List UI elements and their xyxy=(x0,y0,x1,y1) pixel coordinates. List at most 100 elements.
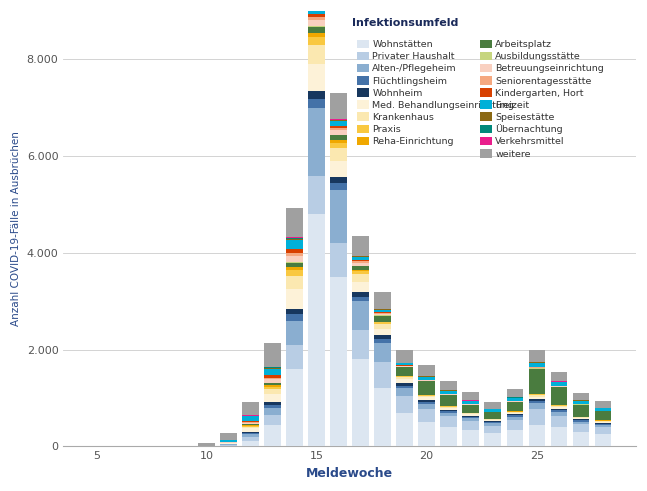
Bar xyxy=(264,389,281,394)
Bar xyxy=(353,266,369,270)
Bar xyxy=(485,420,501,421)
Bar xyxy=(551,408,567,409)
Bar xyxy=(286,289,303,309)
Bar xyxy=(264,369,281,375)
Legend: Arbeitsplatz, Ausbildungsstätte, Betreuungseinrichtung, Seniorentagesstätte, Kin: Arbeitsplatz, Ausbildungsstätte, Betreuu… xyxy=(480,40,604,159)
Bar xyxy=(419,395,435,396)
Bar xyxy=(573,405,589,417)
Bar xyxy=(308,3,325,4)
Bar xyxy=(419,377,435,380)
Bar xyxy=(419,402,435,404)
Bar xyxy=(419,380,435,381)
Bar xyxy=(242,421,259,422)
Bar xyxy=(242,427,259,428)
Bar xyxy=(551,372,567,381)
Bar xyxy=(264,343,281,367)
Bar xyxy=(331,277,347,446)
Bar xyxy=(264,403,281,405)
Bar xyxy=(353,301,369,330)
Bar xyxy=(242,426,259,427)
Bar xyxy=(397,396,413,412)
Bar xyxy=(220,440,237,442)
Bar xyxy=(353,263,369,266)
Bar xyxy=(485,423,501,426)
Bar xyxy=(463,418,479,421)
Bar xyxy=(441,427,457,446)
Bar xyxy=(286,369,303,446)
Bar xyxy=(242,402,259,415)
Bar xyxy=(551,409,567,410)
Bar xyxy=(353,282,369,292)
Bar xyxy=(353,292,369,297)
Bar xyxy=(529,425,545,446)
Bar xyxy=(353,297,369,301)
Bar xyxy=(463,414,479,416)
Bar xyxy=(375,335,391,339)
Bar xyxy=(331,120,347,121)
Y-axis label: Anzahl COVID-19-Fälle in Ausbrüchen: Anzahl COVID-19-Fälle in Ausbrüchen xyxy=(11,132,21,326)
Bar xyxy=(308,0,325,2)
Bar xyxy=(264,383,281,385)
Bar xyxy=(529,409,545,425)
Bar xyxy=(419,398,435,400)
Bar xyxy=(308,108,325,176)
Bar xyxy=(331,136,347,140)
Bar xyxy=(308,176,325,214)
Bar xyxy=(507,430,523,446)
Bar xyxy=(397,388,413,396)
Bar xyxy=(551,386,567,387)
Bar xyxy=(507,417,523,420)
Bar xyxy=(529,363,545,367)
Bar xyxy=(595,424,611,425)
Bar xyxy=(308,14,325,17)
Bar xyxy=(507,415,523,417)
Bar xyxy=(308,37,325,45)
Bar xyxy=(397,385,413,388)
Bar xyxy=(463,430,479,446)
Bar xyxy=(485,426,501,433)
Bar xyxy=(375,388,391,446)
Bar xyxy=(331,244,347,277)
Bar xyxy=(331,121,347,126)
Bar xyxy=(286,262,303,263)
Bar xyxy=(529,351,545,362)
Bar xyxy=(529,369,545,394)
Bar xyxy=(485,402,501,409)
Bar xyxy=(507,389,523,397)
Bar xyxy=(573,432,589,446)
Bar xyxy=(595,411,611,420)
Bar xyxy=(331,147,347,161)
Bar xyxy=(595,427,611,435)
Bar xyxy=(419,381,435,395)
Bar xyxy=(485,433,501,446)
Bar xyxy=(441,416,457,427)
Bar xyxy=(264,375,281,378)
Bar xyxy=(308,91,325,99)
Bar xyxy=(331,128,347,130)
Bar xyxy=(242,422,259,423)
Bar xyxy=(595,421,611,422)
Text: Infektionsumfeld: Infektionsumfeld xyxy=(353,18,459,27)
Bar xyxy=(375,343,391,362)
Bar xyxy=(331,93,347,119)
Bar xyxy=(529,403,545,409)
Bar xyxy=(485,409,501,411)
Bar xyxy=(573,401,589,404)
Bar xyxy=(573,419,589,420)
Bar xyxy=(375,314,391,315)
Bar xyxy=(375,316,391,322)
Bar xyxy=(353,270,369,271)
Bar xyxy=(375,313,391,314)
Bar xyxy=(551,382,567,386)
Bar xyxy=(353,261,369,263)
Bar xyxy=(220,434,237,440)
Bar xyxy=(353,256,369,257)
Bar xyxy=(308,20,325,26)
Bar xyxy=(331,161,347,177)
Bar xyxy=(419,396,435,398)
Bar xyxy=(529,394,545,395)
Bar xyxy=(441,395,457,406)
Bar xyxy=(286,256,303,262)
Bar xyxy=(375,339,391,343)
Bar xyxy=(286,249,303,252)
